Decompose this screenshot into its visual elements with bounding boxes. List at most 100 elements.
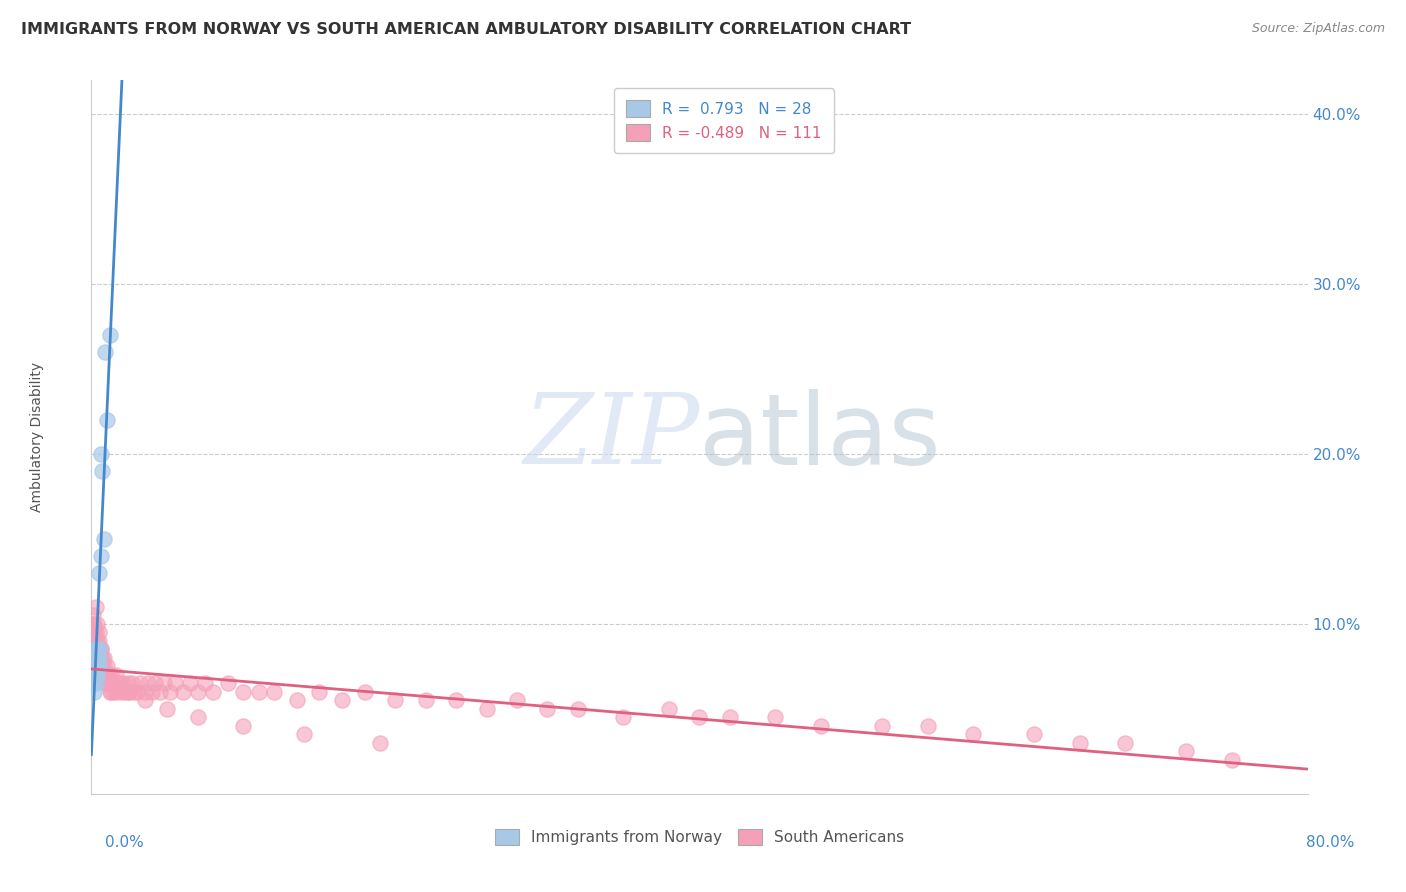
Point <box>917 719 939 733</box>
Point <box>179 676 201 690</box>
Point <box>84 642 107 657</box>
Point <box>94 345 117 359</box>
Point <box>354 685 377 699</box>
Point <box>97 676 120 690</box>
Point <box>100 668 122 682</box>
Point <box>107 676 129 690</box>
Point <box>217 676 239 690</box>
Point <box>688 710 710 724</box>
Point <box>83 642 105 657</box>
Point <box>308 685 330 699</box>
Point <box>475 702 498 716</box>
Point <box>100 676 122 690</box>
Text: IMMIGRANTS FROM NORWAY VS SOUTH AMERICAN AMBULATORY DISABILITY CORRELATION CHART: IMMIGRANTS FROM NORWAY VS SOUTH AMERICAN… <box>21 22 911 37</box>
Point <box>87 659 110 673</box>
Point <box>870 719 893 733</box>
Point <box>97 668 120 682</box>
Point <box>384 693 406 707</box>
Point <box>86 659 108 673</box>
Point <box>82 659 104 673</box>
Point <box>202 685 225 699</box>
Point <box>89 549 111 563</box>
Point <box>82 642 104 657</box>
Text: Ambulatory Disability: Ambulatory Disability <box>30 362 44 512</box>
Point <box>86 659 108 673</box>
Point <box>87 566 110 580</box>
Point <box>536 702 558 716</box>
Point <box>121 676 143 690</box>
Point <box>84 659 107 673</box>
Point <box>84 634 107 648</box>
Point <box>82 668 104 682</box>
Point <box>612 710 634 724</box>
Point <box>83 651 105 665</box>
Point <box>187 685 209 699</box>
Point <box>84 642 107 657</box>
Point <box>292 727 315 741</box>
Point <box>91 659 114 673</box>
Point <box>1174 744 1197 758</box>
Point <box>84 599 107 614</box>
Point <box>163 676 186 690</box>
Point <box>96 676 118 690</box>
Point <box>98 328 121 343</box>
Point <box>98 685 121 699</box>
Point <box>567 702 589 716</box>
Point <box>84 651 107 665</box>
Point <box>117 676 139 690</box>
Point <box>86 634 108 648</box>
Point <box>86 617 108 632</box>
Point <box>84 676 107 690</box>
Point <box>658 702 681 716</box>
Point <box>86 668 108 682</box>
Text: 0.0%: 0.0% <box>105 836 145 850</box>
Point <box>285 693 308 707</box>
Point <box>89 651 111 665</box>
Point <box>415 693 437 707</box>
Point <box>84 668 107 682</box>
Point <box>104 668 127 682</box>
Point <box>93 532 115 546</box>
Point <box>1069 736 1091 750</box>
Point <box>129 676 152 690</box>
Point <box>94 668 117 682</box>
Point <box>143 676 166 690</box>
Point <box>84 651 107 665</box>
Text: atlas: atlas <box>699 389 941 485</box>
Point <box>122 685 145 699</box>
Legend: Immigrants from Norway, South Americans: Immigrants from Norway, South Americans <box>482 816 917 857</box>
Point <box>187 710 209 724</box>
Point <box>83 659 105 673</box>
Point <box>93 659 115 673</box>
Point <box>96 668 118 682</box>
Point <box>87 659 110 673</box>
Point <box>87 651 110 665</box>
Point <box>87 642 110 657</box>
Point <box>103 676 125 690</box>
Point <box>83 625 105 640</box>
Point <box>83 651 105 665</box>
Point <box>810 719 832 733</box>
Point <box>1220 753 1243 767</box>
Point <box>89 659 111 673</box>
Point <box>87 634 110 648</box>
Point <box>86 651 108 665</box>
Point <box>93 651 115 665</box>
Point <box>87 651 110 665</box>
Point <box>83 685 105 699</box>
Point <box>83 617 105 632</box>
Point <box>82 608 104 623</box>
Point <box>330 693 353 707</box>
Point <box>86 642 108 657</box>
Point <box>141 685 163 699</box>
Point <box>112 676 135 690</box>
Point <box>444 693 467 707</box>
Point <box>96 659 118 673</box>
Point <box>114 685 136 699</box>
Point <box>718 710 741 724</box>
Point <box>118 685 141 699</box>
Point <box>94 676 117 690</box>
Point <box>98 676 121 690</box>
Point <box>232 719 254 733</box>
Point <box>156 702 179 716</box>
